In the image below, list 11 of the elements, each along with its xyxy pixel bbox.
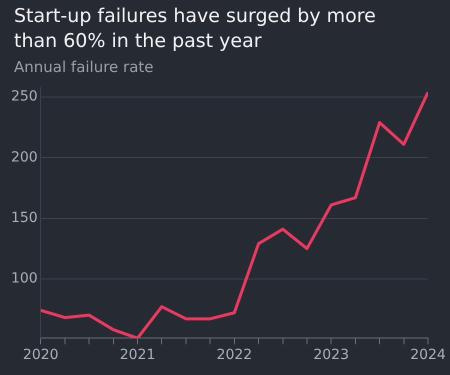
x-tick-label: 2023 [313,347,349,364]
x-tick-label: 2022 [216,347,252,364]
y-tick-label: 250 [10,88,38,105]
x-tick-label: 2020 [22,347,59,364]
chart-subtitle: Annual failure rate [13,57,155,76]
y-tick-label: 100 [10,270,38,286]
chart-title: Start-up failures have surged by more than 60% in the past year [13,4,377,54]
y-tick-label: 150 [10,210,38,226]
y-tick-label: 200 [10,149,38,166]
x-tick-label: 2024 [410,347,446,364]
x-tick-label: 2021 [120,347,156,364]
